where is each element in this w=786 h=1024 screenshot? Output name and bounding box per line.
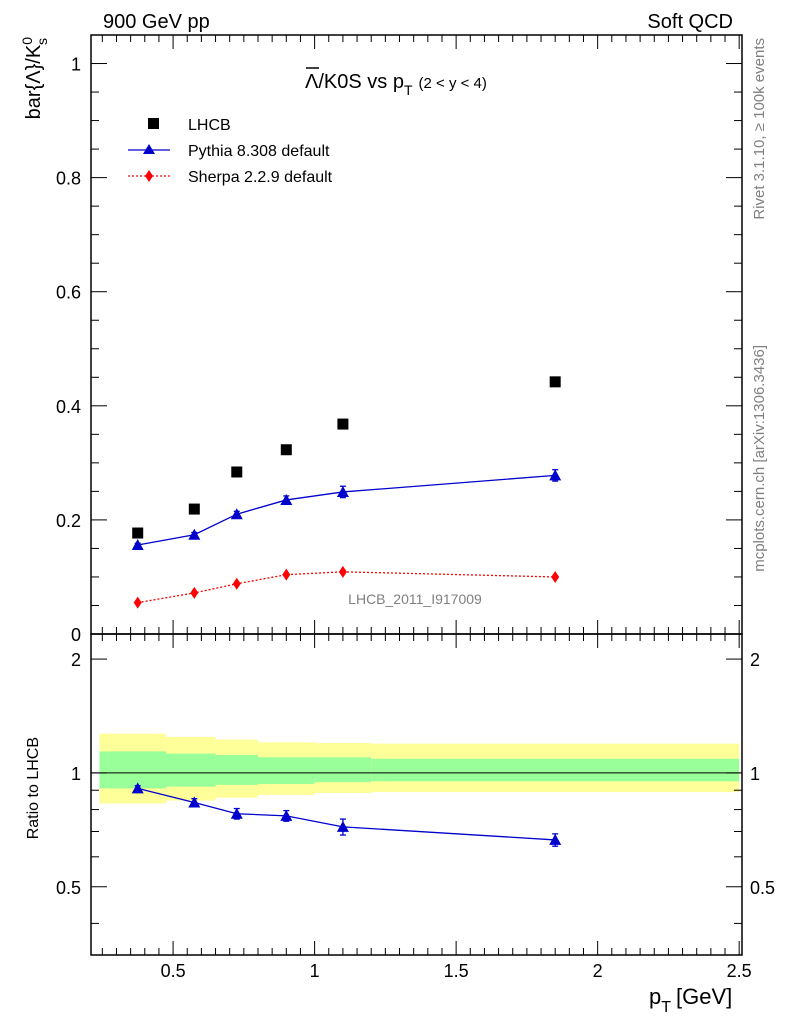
legend-marker-pythia xyxy=(143,144,155,154)
lhcb-data-point xyxy=(231,466,243,478)
band-green-segment xyxy=(257,757,315,784)
sherpa-data-point xyxy=(551,570,560,583)
title-range: (2 < y < 4) xyxy=(419,75,487,92)
pythia-line xyxy=(137,474,556,546)
ratio-tick-label-left: 0.5 xyxy=(56,878,81,898)
x-axis-label-main: p xyxy=(649,984,661,1009)
ratio-pythia-data-point xyxy=(131,782,144,794)
axis-tick-labels: 0.5 1 1.5 2 2.5 0 0.2 0.4 0.6 0.8 1 0.5 0.5 1 1 2 2 xyxy=(56,55,775,981)
sherpa-data-point xyxy=(338,565,347,578)
y-axis-label-main: bar{Λ}/K xyxy=(23,44,45,119)
x-tick-label: 2 xyxy=(593,961,603,981)
ratio-pythia-data-point xyxy=(549,833,562,845)
data-series xyxy=(131,376,562,609)
band-green-segment xyxy=(371,758,740,782)
y-tick-label: 0.4 xyxy=(56,397,81,417)
legend-label-sherpa: Sherpa 2.2.9 default xyxy=(188,169,333,186)
legend-marker-lhcb xyxy=(148,118,159,129)
ratio-pythia-data-point xyxy=(336,820,349,832)
lhcb-data-point xyxy=(337,418,349,430)
y-axis-label-sup: 0 xyxy=(19,37,35,45)
y-axis-label-sub: s xyxy=(34,38,50,45)
ratio-tick-label-left: 2 xyxy=(71,650,81,670)
title-overbar-letter: Λ xyxy=(305,71,319,93)
legend-marker-sherpa xyxy=(145,170,153,182)
ratio-tick-label-right: 1 xyxy=(750,764,760,784)
axis-ticks xyxy=(91,34,742,955)
x-axis-label-unit: [GeV] xyxy=(676,984,732,1009)
header-right: Soft QCD xyxy=(647,11,733,33)
pythia-data-point xyxy=(230,508,243,520)
y-tick-label: 0.6 xyxy=(56,283,81,303)
band-green-segment xyxy=(215,755,258,785)
sherpa-data-point xyxy=(232,577,241,590)
pythia-data-point xyxy=(188,528,201,540)
y-tick-label: 1 xyxy=(71,55,81,75)
lhcb-data-point xyxy=(132,527,144,539)
sherpa-data-point xyxy=(190,586,199,599)
ratio-panel-frame xyxy=(90,633,743,956)
pythia-data-point xyxy=(131,539,144,551)
ratio-pythia-line xyxy=(137,787,556,841)
sherpa-line xyxy=(137,571,556,604)
y-tick-label: 0.2 xyxy=(56,511,81,531)
legend-label-lhcb: LHCB xyxy=(188,117,231,134)
legend: LHCB Pythia 8.308 default Sherpa 2.2.9 d… xyxy=(128,117,333,186)
x-tick-label: 0.5 xyxy=(161,961,186,981)
x-tick-label: 1 xyxy=(310,961,320,981)
lhcb-data-point xyxy=(188,503,200,515)
y-tick-label: 0 xyxy=(71,625,81,645)
ratio-pythia-data-point xyxy=(188,796,201,808)
legend-label-pythia: Pythia 8.308 default xyxy=(188,143,330,160)
ratio-tick-label-right: 2 xyxy=(750,650,760,670)
ratio-y-axis-label: Ratio to LHCB xyxy=(25,737,42,839)
sherpa-data-point xyxy=(133,596,142,609)
band-green-segment xyxy=(99,751,167,789)
analysis-watermark: LHCB_2011_I917009 xyxy=(348,591,482,607)
lhcb-data-point xyxy=(280,444,292,456)
lhcb-data-point xyxy=(549,376,561,388)
y-tick-label: 0.8 xyxy=(56,169,81,189)
pythia-data-point xyxy=(549,469,562,481)
band-green-segment xyxy=(166,753,216,787)
source-text: mcplots.cern.ch [arXiv:1306.3436] xyxy=(751,345,768,572)
title-rest: /K0S vs p xyxy=(318,71,404,93)
ratio-tick-label-left: 1 xyxy=(71,764,81,784)
ratio-series xyxy=(131,782,562,847)
rivet-version-text: Rivet 3.1.10, ≥ 100k events xyxy=(751,38,768,220)
uncertainty-bands xyxy=(91,733,742,804)
band-green-segment xyxy=(314,757,372,783)
x-tick-label: 1.5 xyxy=(444,961,469,981)
chart-title: Λ/K0S vs pT (2 < y < 4) xyxy=(305,71,487,98)
sherpa-data-point xyxy=(282,568,291,581)
pythia-data-point xyxy=(336,485,349,497)
pythia-data-point xyxy=(280,493,293,505)
ratio-tick-label-right: 0.5 xyxy=(750,878,775,898)
x-axis-label-sub: T xyxy=(661,999,671,1016)
ratio-pythia-data-point xyxy=(280,809,293,821)
x-axis-label: pT [GeV] xyxy=(649,984,732,1016)
x-tick-label: 2.5 xyxy=(727,961,752,981)
header-left: 900 GeV pp xyxy=(103,11,210,33)
y-axis-label: bar{Λ}/K0s xyxy=(19,37,50,120)
ratio-pythia-data-point xyxy=(230,807,243,819)
title-subscript: T xyxy=(404,82,413,98)
